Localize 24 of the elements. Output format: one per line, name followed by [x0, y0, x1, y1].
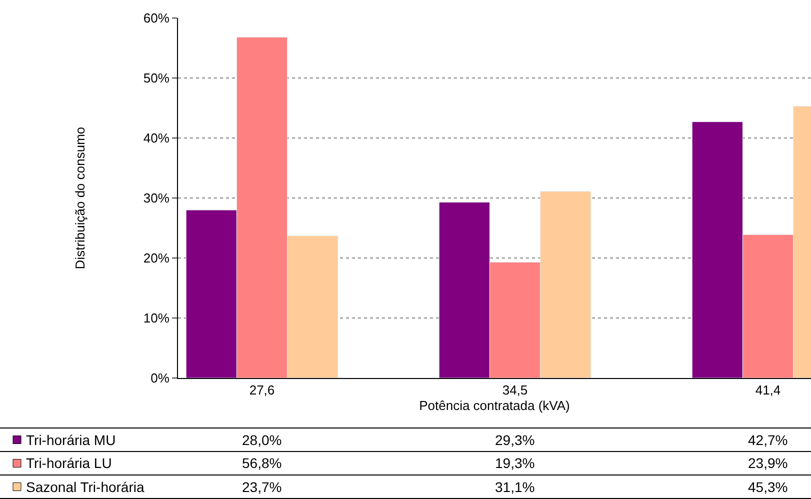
x-tick-label: 27,6: [249, 382, 275, 398]
y-tick-label: 60%: [143, 10, 170, 26]
y-tick-label: 20%: [143, 250, 170, 266]
legend-label: Sazonal Tri-horária: [26, 479, 144, 495]
data-label: 19,3%: [495, 455, 535, 471]
data-label: 42,7%: [748, 432, 788, 448]
y-tick-label: 40%: [143, 130, 170, 146]
y-tick-label: 50%: [143, 70, 170, 86]
data-label: 29,3%: [495, 432, 535, 448]
data-label: 28,0%: [242, 432, 282, 448]
data-label: 45,3%: [748, 479, 788, 495]
data-label: 23,7%: [242, 479, 282, 495]
x-tick-label: 34,5: [502, 382, 528, 398]
legend-label: Tri-horária LU: [26, 455, 112, 471]
y-axis-title: Distribuição do consumo: [72, 126, 88, 270]
x-tick-label: 41,4: [755, 382, 781, 398]
data-label: 23,9%: [748, 455, 788, 471]
y-tick-label: 10%: [143, 310, 170, 326]
data-label: 56,8%: [242, 455, 282, 471]
y-tick-label: 30%: [143, 190, 170, 206]
x-axis-title: Potência contratada (kVA): [419, 398, 570, 414]
y-tick-label: 0%: [150, 370, 170, 386]
legend-label: Tri-horária MU: [26, 432, 116, 448]
data-label: 31,1%: [495, 479, 535, 495]
